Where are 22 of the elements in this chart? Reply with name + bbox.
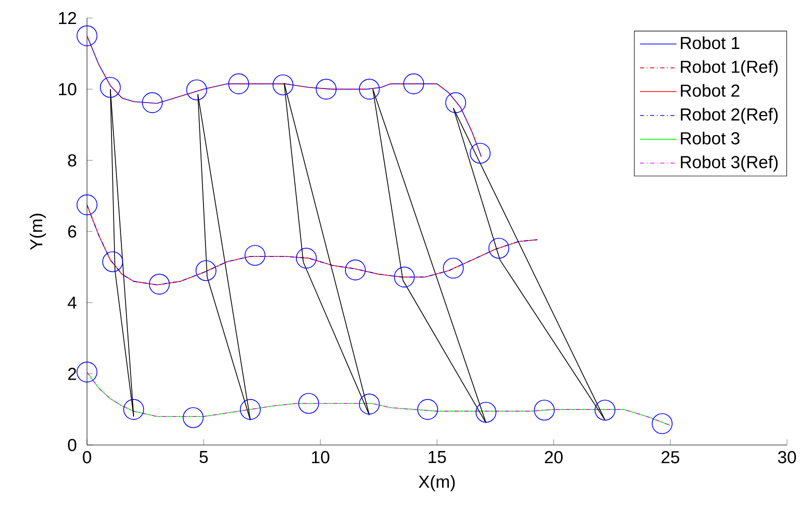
y-axis-title: Y(m) [30, 214, 46, 250]
y-tick-label: 10 [58, 83, 76, 96]
y-tick-label: 12 [58, 12, 76, 24]
y-tick-label: 2 [68, 368, 76, 380]
y-tick-label: 0 [68, 438, 76, 452]
x-tick-label: 15 [428, 451, 446, 464]
x-tick-label: 25 [662, 451, 680, 464]
x-tick-label: 10 [312, 451, 330, 464]
y-tick-label: 6 [68, 225, 76, 238]
x-tick-label: 0 [82, 451, 92, 464]
x-axis-title: X(m) [418, 475, 455, 492]
legend-label: Robot 2 [680, 84, 740, 97]
y-tick-label: 8 [68, 154, 76, 166]
x-tick-label: 20 [544, 451, 563, 464]
x-tick-label: 30 [778, 451, 796, 464]
legend-label: Robot 3 [680, 132, 740, 144]
legend-label: Robot 1 [680, 36, 740, 50]
legend-label: Robot 3(Ref) [680, 156, 778, 172]
x-tick-label: 5 [200, 451, 208, 464]
y-tick-label: 4 [68, 296, 76, 309]
legend-label: Robot 2(Ref) [680, 108, 778, 124]
legend-label: Robot 1(Ref) [680, 60, 778, 76]
